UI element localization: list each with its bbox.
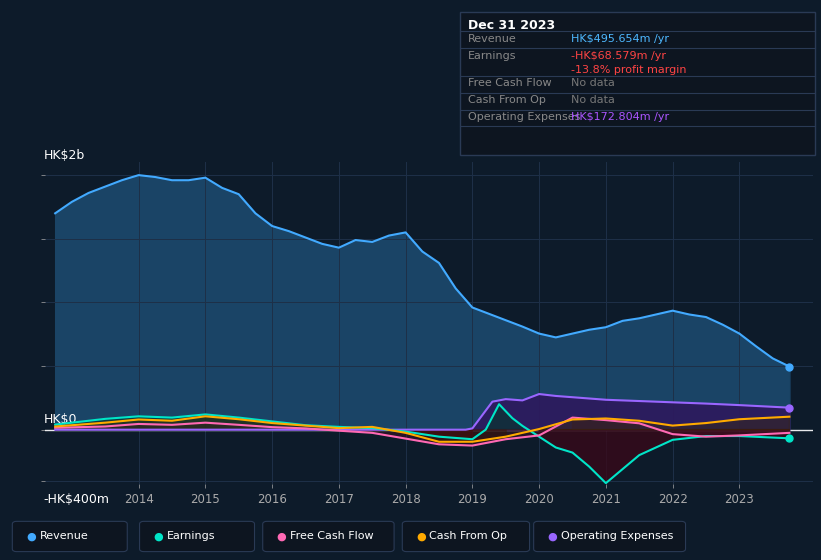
Text: Free Cash Flow: Free Cash Flow xyxy=(290,531,374,542)
Text: No data: No data xyxy=(571,95,615,105)
Text: Revenue: Revenue xyxy=(39,531,88,542)
Text: Earnings: Earnings xyxy=(468,51,516,60)
Text: -HK$400m: -HK$400m xyxy=(44,493,110,506)
Text: Revenue: Revenue xyxy=(468,34,517,44)
Text: Operating Expenses: Operating Expenses xyxy=(468,112,580,122)
Text: ●: ● xyxy=(154,531,163,542)
Text: Dec 31 2023: Dec 31 2023 xyxy=(468,18,555,32)
Text: ●: ● xyxy=(26,531,36,542)
Text: Free Cash Flow: Free Cash Flow xyxy=(468,78,552,88)
Text: Operating Expenses: Operating Expenses xyxy=(561,531,673,542)
Text: HK$495.654m /yr: HK$495.654m /yr xyxy=(571,34,669,44)
Text: No data: No data xyxy=(571,78,615,88)
Text: Earnings: Earnings xyxy=(167,531,215,542)
Text: ●: ● xyxy=(548,531,557,542)
Text: Cash From Op: Cash From Op xyxy=(468,95,546,105)
Text: HK$172.804m /yr: HK$172.804m /yr xyxy=(571,112,669,122)
Text: HK$2b: HK$2b xyxy=(44,150,85,162)
Text: HK$0: HK$0 xyxy=(44,413,77,427)
Text: ●: ● xyxy=(416,531,426,542)
Text: -13.8% profit margin: -13.8% profit margin xyxy=(571,65,686,75)
Text: ●: ● xyxy=(277,531,287,542)
Text: -HK$68.579m /yr: -HK$68.579m /yr xyxy=(571,51,666,60)
Text: Cash From Op: Cash From Op xyxy=(429,531,507,542)
